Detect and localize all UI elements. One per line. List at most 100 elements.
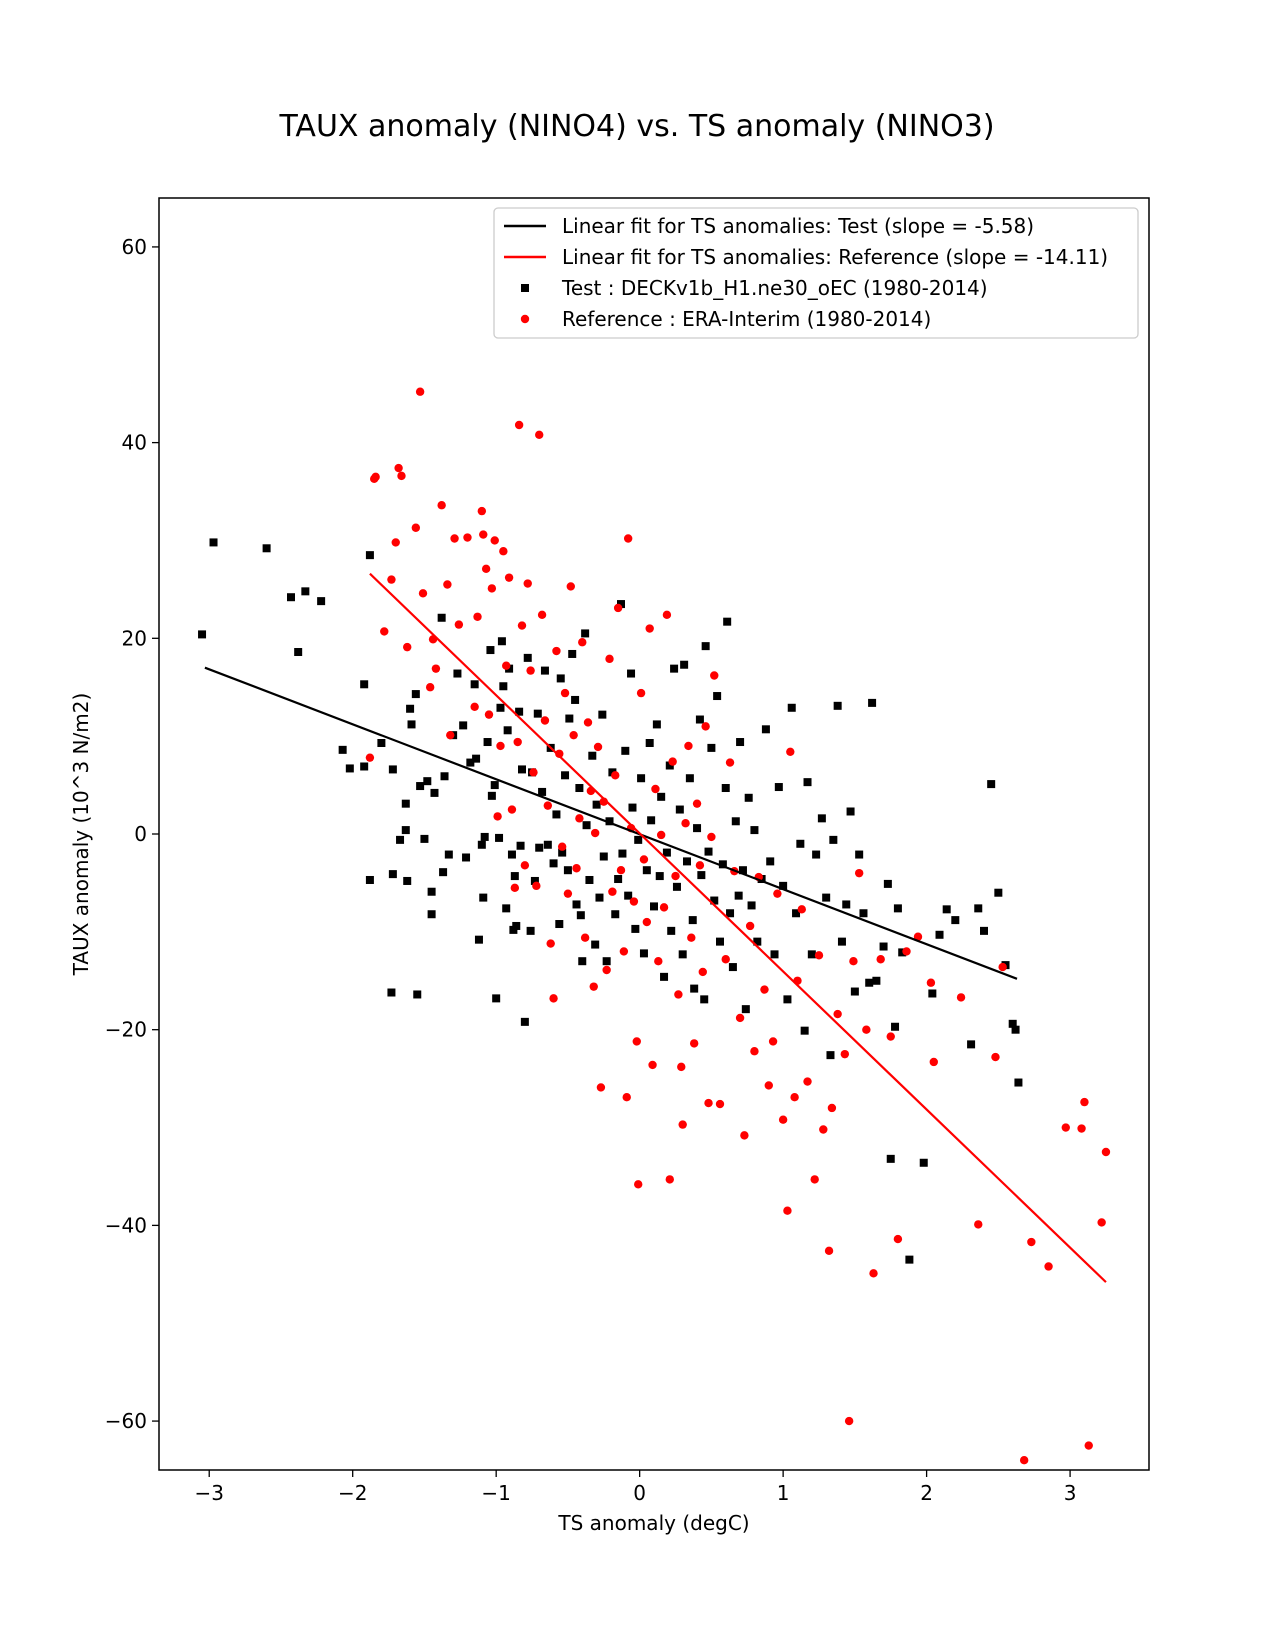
test-point (582, 821, 591, 830)
test-point (850, 987, 859, 996)
test-fit-line (204, 666, 1018, 980)
test-point (1008, 1019, 1017, 1028)
test-point (543, 840, 552, 849)
test-point (416, 782, 425, 791)
reference-point (790, 1093, 799, 1102)
test-point (388, 870, 397, 879)
legend-square-swatch (521, 284, 529, 292)
test-point (766, 857, 775, 866)
test-point (726, 909, 735, 918)
test-point (886, 1154, 895, 1163)
test-point (472, 754, 481, 763)
reference-point (840, 1049, 850, 1059)
test-point (507, 850, 516, 859)
reference-point (632, 1037, 641, 1046)
test-point (520, 1017, 529, 1026)
reference-point (605, 654, 614, 664)
reference-point (589, 982, 598, 991)
test-point (747, 901, 756, 910)
reference-point (510, 883, 520, 893)
y-axis-label: TAUX anomaly (10^3 N/m2) (69, 693, 93, 977)
reference-point (768, 1037, 778, 1046)
test-point (846, 807, 855, 816)
test-point (685, 774, 694, 783)
reference-point (397, 471, 406, 481)
reference-point (750, 1047, 759, 1056)
reference-point (583, 718, 593, 727)
test-point (655, 872, 664, 881)
test-point (440, 772, 449, 781)
test-point (690, 984, 699, 993)
test-point (345, 764, 354, 773)
reference-point (819, 1125, 828, 1134)
test-point (540, 666, 549, 675)
test-point (294, 648, 303, 657)
x-tick-label: 2 (920, 1481, 933, 1505)
test-point (427, 887, 436, 896)
test-point (595, 893, 604, 902)
reference-point (1019, 1456, 1029, 1465)
reference-point (849, 957, 858, 966)
test-point (401, 826, 410, 835)
reference-point (454, 620, 464, 629)
test-point (413, 990, 422, 999)
reference-point (651, 784, 660, 794)
reference-point (689, 1039, 699, 1048)
x-tick-label: −3 (194, 1481, 223, 1505)
legend: Linear fit for TS anomalies: Test (slope… (493, 207, 1139, 339)
test-point (678, 950, 687, 959)
test-point (571, 695, 580, 704)
test-point (552, 810, 561, 819)
reference-point (902, 947, 911, 956)
test-point (430, 788, 439, 797)
reference-point (786, 747, 795, 757)
reference-point (411, 523, 421, 532)
reference-point (431, 664, 441, 673)
reference-point (707, 832, 716, 842)
reference-point (692, 799, 702, 808)
test-point (826, 1051, 835, 1060)
reference-point (893, 1234, 903, 1244)
test-point (704, 847, 713, 856)
reference-point (876, 955, 885, 964)
reference-point (611, 771, 620, 780)
y-tick-label: −40 (105, 1213, 147, 1237)
test-point (761, 725, 770, 734)
reference-point (854, 868, 864, 878)
test-point (872, 976, 881, 985)
y-tick-label: 20 (122, 626, 147, 650)
reference-point (926, 978, 936, 987)
reference-point (514, 420, 524, 430)
reference-point (602, 965, 611, 975)
test-point (618, 849, 627, 858)
reference-point (380, 627, 389, 636)
reference-point (636, 688, 646, 698)
test-point (621, 746, 630, 755)
test-point (406, 704, 415, 713)
x-tick-label: −1 (481, 1481, 510, 1505)
reference-point (710, 671, 719, 680)
test-point (572, 900, 581, 909)
reference-point (797, 905, 806, 914)
y-tick-label: 60 (122, 235, 147, 259)
test-point (496, 703, 505, 712)
test-point (855, 850, 864, 859)
test-point (490, 781, 499, 790)
reference-point (862, 1025, 871, 1034)
reference-point (991, 1052, 1000, 1062)
test-point (721, 784, 730, 793)
test-point (879, 942, 888, 951)
legend-label: Test : DECKv1b_H1.ne30_oEC (1980-2014) (561, 276, 988, 300)
test-point (627, 669, 636, 678)
reference-point (773, 889, 782, 898)
test-point (842, 900, 851, 909)
test-point (516, 841, 525, 850)
reference-point (929, 1057, 938, 1067)
test-point (675, 805, 684, 814)
test-point (624, 891, 633, 900)
test-point (642, 866, 651, 875)
test-point (437, 613, 446, 622)
test-point (905, 1255, 914, 1264)
reference-point (695, 861, 705, 870)
